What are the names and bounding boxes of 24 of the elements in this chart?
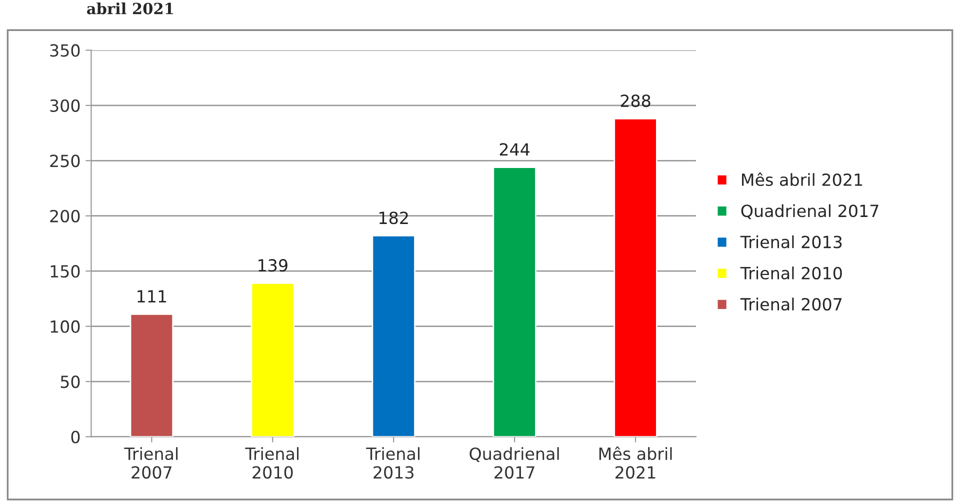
legend-label: Trienal 2007: [740, 298, 842, 311]
legend-label: Quadrienal 2017: [741, 204, 878, 220]
y-tick-label: 200: [50, 210, 80, 222]
y-tick-label: 350: [50, 44, 80, 57]
legend-label: Trienal 2013: [740, 235, 842, 248]
y-tick-label: 250: [50, 154, 80, 168]
x-tick-label: Mês abril 2021: [599, 446, 672, 479]
y-tick-label: 100: [50, 320, 80, 333]
data-label: 288: [620, 94, 650, 108]
y-tick-label: 0: [71, 430, 80, 444]
legend-label: Mês abril 2021: [742, 172, 862, 186]
data-label: 244: [500, 143, 530, 156]
y-tick-label: 300: [50, 99, 80, 112]
data-label: 139: [258, 259, 288, 272]
legend-label: Trienal 2010: [740, 266, 842, 280]
x-tick-label: Trienal 2010: [245, 447, 299, 479]
x-tick-label: Trienal 2007: [124, 447, 178, 479]
y-tick-label: 50: [60, 375, 80, 388]
x-tick-label: Quadrienal 2017: [470, 447, 559, 479]
chart-title: abril 2021: [87, 2, 173, 14]
data-label: 111: [138, 290, 166, 302]
y-tick-label: 150: [50, 265, 80, 278]
data-label: 182: [380, 212, 408, 224]
x-tick-label: Trienal 2013: [366, 447, 420, 479]
